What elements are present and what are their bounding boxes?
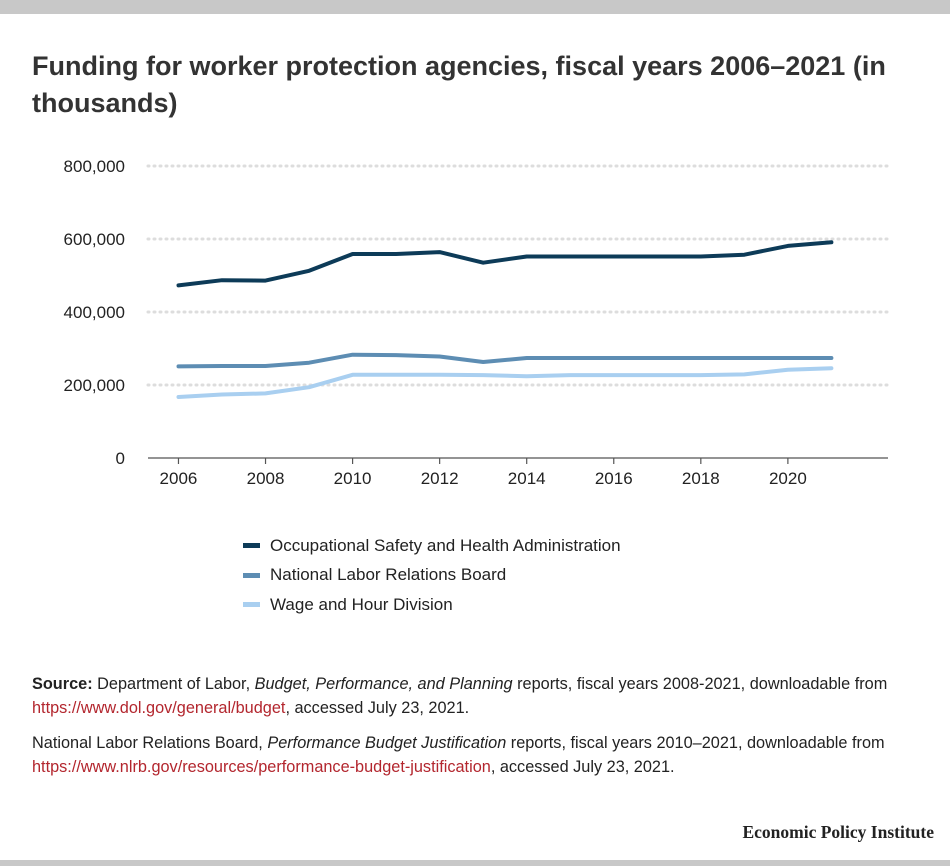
line-chart: 0 200,000 400,000 600,000 800,000 2006 2008 201…	[64, 157, 890, 488]
source-text: reports, fiscal years 2008-2021, downloa…	[512, 675, 888, 693]
source-text: , accessed July 23, 2021.	[285, 699, 470, 717]
x-tick-label: 2018	[682, 469, 720, 488]
source-notes: Source: Department of Labor, Budget, Per…	[32, 672, 912, 790]
legend: Occupational Safety and Health Administr…	[243, 531, 621, 620]
series-line-osha	[176, 240, 834, 288]
legend-item-osha: Occupational Safety and Health Administr…	[243, 531, 621, 561]
x-tick-label: 2020	[769, 469, 807, 488]
source-report-title: Budget, Performance, and Planning	[254, 675, 513, 693]
series-line-nlrb	[176, 352, 834, 369]
y-tick-label: 400,000	[64, 303, 125, 322]
legend-label-osha: Occupational Safety and Health Administr…	[270, 535, 621, 555]
legend-swatch-nlrb	[243, 572, 260, 578]
x-tick-label: 2008	[247, 469, 285, 488]
y-tick-label: 800,000	[64, 157, 125, 176]
source-label: Source:	[32, 675, 93, 693]
source-text: reports, fiscal years 2010–2021, downloa…	[506, 734, 885, 752]
publisher-credit: Economic Policy Institute	[742, 822, 934, 842]
x-tick-label: 2006	[160, 469, 198, 488]
source-text: National Labor Relations Board,	[32, 734, 268, 752]
x-tick-label: 2014	[508, 469, 546, 488]
nlrb-budget-link[interactable]: https://www.nlrb.gov/resources/performan…	[32, 758, 491, 776]
series-line-whd	[176, 366, 834, 399]
x-tick-label: 2010	[334, 469, 372, 488]
legend-item-whd: Wage and Hour Division	[243, 590, 621, 620]
series-lines	[176, 240, 834, 399]
bottom-border	[0, 860, 950, 866]
source-text: , accessed July 23, 2021.	[490, 758, 675, 776]
legend-label-nlrb: National Labor Relations Board	[270, 565, 507, 585]
chart-title: Funding for worker protection agencies, …	[32, 51, 886, 118]
source-note-nlrb: National Labor Relations Board, Performa…	[32, 731, 912, 779]
y-tick-label: 0	[116, 449, 125, 468]
y-tick-label: 600,000	[64, 230, 125, 249]
source-text: Department of Labor,	[92, 675, 255, 693]
legend-item-nlrb: National Labor Relations Board	[243, 561, 621, 591]
axes: 0 200,000 400,000 600,000 800,000 2006 2008 201…	[64, 157, 888, 488]
top-border	[0, 0, 950, 14]
source-report-title: Performance Budget Justification	[267, 734, 507, 752]
legend-swatch-osha	[243, 543, 260, 549]
source-note-dol: Source: Department of Labor, Budget, Per…	[32, 672, 912, 720]
legend-swatch-whd	[243, 602, 260, 608]
grid-lines	[146, 164, 890, 387]
y-tick-label: 200,000	[64, 376, 125, 395]
x-tick-label: 2016	[595, 469, 633, 488]
legend-label-whd: Wage and Hour Division	[270, 594, 453, 614]
x-tick-label: 2012	[421, 469, 459, 488]
dol-budget-link[interactable]: https://www.dol.gov/general/budget	[32, 699, 286, 717]
